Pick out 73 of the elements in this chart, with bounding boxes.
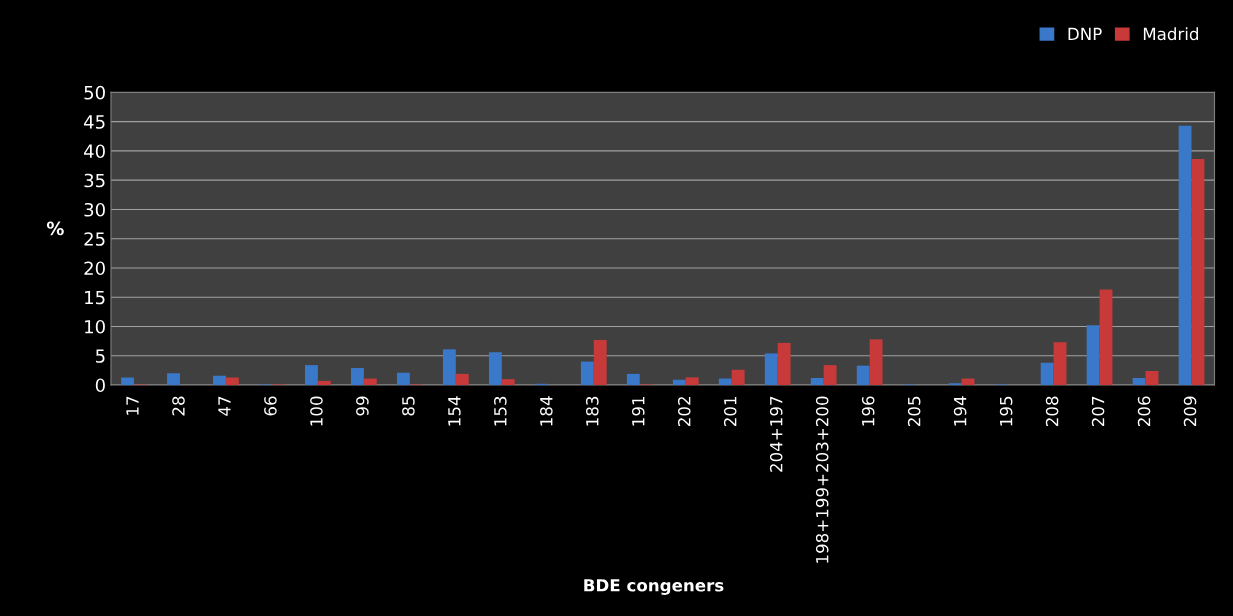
y-tick-label: 10: [85, 319, 105, 334]
x-tick-label: 208: [1045, 396, 1059, 427]
x-tick-label: 99: [356, 396, 369, 416]
bar: [626, 373, 640, 385]
x-tick-label: 202: [677, 397, 691, 427]
bar: [1145, 370, 1159, 385]
bar: [1099, 289, 1113, 385]
bar: [869, 339, 883, 385]
bar: [580, 361, 594, 385]
bar: [501, 379, 515, 385]
bar: [593, 339, 607, 385]
bar: [1191, 159, 1205, 385]
x-tick-label: 206: [1137, 396, 1151, 427]
y-tick-label: 15: [85, 290, 105, 305]
bar: [1053, 342, 1067, 385]
bar: [305, 365, 318, 385]
bar: [1132, 377, 1146, 385]
y-tick-label: 50: [84, 85, 105, 100]
x-tick-label: 17: [126, 396, 139, 415]
bar: [1086, 325, 1100, 385]
bar: [731, 369, 745, 385]
bar: [455, 373, 469, 385]
x-tick-label: 207: [1091, 396, 1105, 427]
x-tick-label: 85: [402, 396, 415, 416]
x-tick-label: 191: [631, 396, 645, 426]
y-tick-label: 35: [84, 173, 105, 188]
x-tick-label: 201: [723, 396, 737, 427]
x-tick-label: 196: [861, 396, 875, 426]
bar: [317, 380, 331, 385]
bar: [442, 349, 456, 385]
bar: [823, 365, 837, 385]
x-tick-label: 184: [540, 396, 553, 426]
x-tick-label: 100: [310, 396, 323, 426]
bar: [777, 342, 791, 385]
x-tick-label: 204+197: [769, 396, 783, 472]
x-tick-label: 198+199+203+200: [815, 396, 829, 563]
y-tick-label: 5: [96, 349, 105, 363]
bar: [121, 377, 134, 385]
bar: [1040, 362, 1054, 385]
y-tick-label: 25: [84, 232, 105, 246]
x-tick-label: 183: [586, 396, 599, 426]
y-tick-label: 20: [84, 261, 105, 276]
bar: [350, 368, 364, 385]
y-tick-label: 45: [84, 115, 105, 129]
bar: [488, 352, 502, 385]
bar: [810, 377, 824, 385]
bar: [213, 375, 226, 385]
bar: [225, 377, 239, 385]
x-tick-label: 209: [1183, 396, 1197, 427]
y-tick-label: 40: [84, 144, 105, 159]
y-tick-label: 0: [95, 378, 105, 393]
y-axis-title: %: [46, 221, 64, 236]
bar: [363, 378, 377, 385]
bar: [396, 372, 410, 385]
y-tick-label: 30: [84, 202, 105, 217]
x-tick-label: 47: [218, 396, 231, 416]
x-tick-label: 205: [907, 396, 921, 427]
bar: [1178, 125, 1192, 385]
x-tick-label: 154: [448, 396, 461, 426]
bar: [764, 353, 778, 385]
bar: [856, 365, 870, 385]
x-tick-label: 194: [953, 396, 967, 426]
bar: [167, 373, 180, 385]
bar: [672, 379, 686, 385]
x-tick-label: 195: [999, 396, 1013, 426]
x-tick-label: 153: [494, 396, 507, 426]
bar: [685, 377, 699, 385]
x-tick-label: 66: [264, 396, 277, 416]
bar: [718, 378, 732, 385]
legend-label: DNP: [1068, 27, 1102, 40]
x-tick-label: 28: [172, 396, 185, 416]
x-axis-title: BDE congeners: [584, 579, 724, 595]
legend-label: Madrid: [1143, 27, 1198, 41]
